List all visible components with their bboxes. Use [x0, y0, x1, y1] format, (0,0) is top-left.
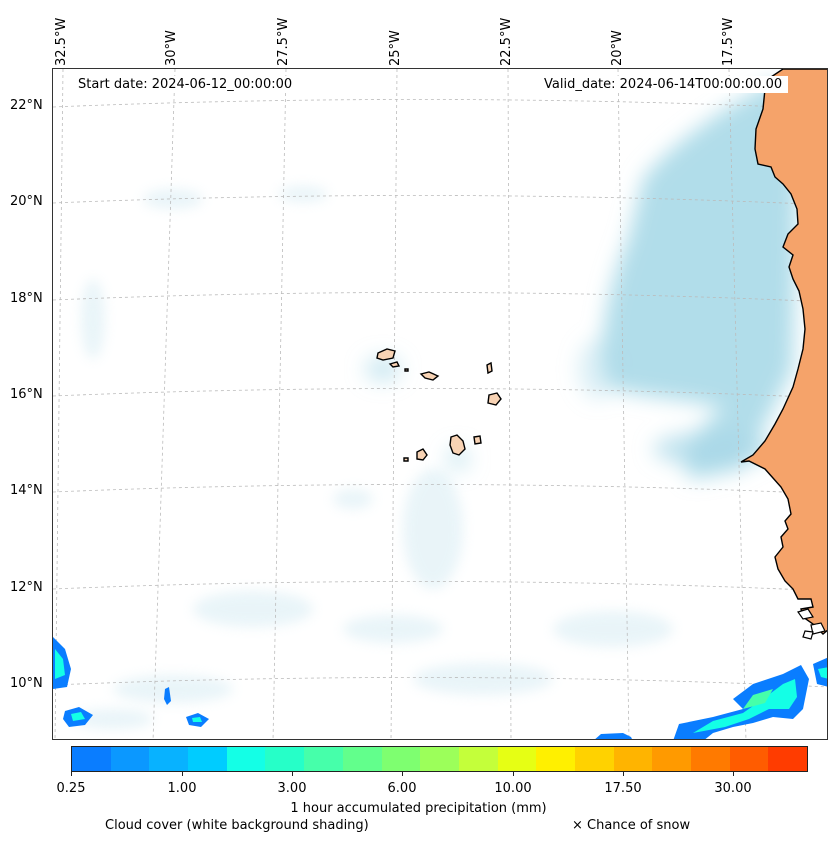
lat-label-14n: 14°N [10, 483, 43, 498]
colorbar-segment [110, 747, 150, 771]
lat-label-20n: 20°N [10, 194, 43, 209]
graticule [53, 69, 827, 739]
lat-label-16n: 16°N [10, 387, 43, 402]
cloud-cover-note: Cloud cover (white background shading) [105, 818, 369, 833]
lon-label-22-5w: 22.5°W [499, 17, 514, 66]
colorbar-segment [574, 747, 614, 771]
colorbar-tickmark [71, 772, 72, 776]
africa-coastline [740, 69, 827, 635]
colorbar-tickmark [182, 772, 183, 776]
cloud-cover-band [365, 79, 798, 479]
colorbar-tick-label: 17.50 [604, 781, 642, 796]
lat-label-10n: 10°N [10, 676, 43, 691]
colorbar-tick-label: 6.00 [387, 781, 417, 796]
island-santo-antao [376, 348, 396, 361]
precipitation-cells [53, 637, 827, 739]
island-sal [486, 361, 493, 375]
cape-verde-islands [376, 348, 502, 462]
island-maio [473, 435, 482, 445]
coastal-islands [797, 608, 826, 640]
island-santiago [449, 434, 466, 456]
colorbar-segment [381, 747, 421, 771]
lat-label-12n: 12°N [10, 580, 43, 595]
colorbar-segment [420, 747, 459, 771]
colorbar-segment [497, 747, 537, 771]
colorbar-tickmark [513, 772, 514, 776]
lon-label-30w: 30°W [164, 30, 179, 66]
precipitation-colorbar [71, 746, 808, 772]
map-panel[interactable] [52, 68, 828, 740]
lon-label-25w: 25°W [388, 30, 403, 66]
colorbar-tickmark [402, 772, 403, 776]
lat-label-18n: 18°N [10, 291, 43, 306]
valid-date-label: Valid_date: 2024-06-14T00:00:00.00 [538, 76, 789, 93]
snow-note: × Chance of snow [572, 818, 691, 833]
colorbar-segment [458, 747, 498, 771]
lon-label-27-5w: 27.5°W [276, 17, 291, 66]
colorbar-tickmark [292, 772, 293, 776]
island-sao-vicente [388, 361, 401, 368]
colorbar-tickmark [733, 772, 734, 776]
island-brava [403, 457, 409, 462]
start-date-label: Start date: 2024-06-12_00:00:00 [72, 76, 299, 93]
colorbar-tick-label: 1.00 [167, 781, 197, 796]
colorbar-tickmark [623, 772, 624, 776]
colorbar-segment [226, 747, 266, 771]
island-santa-luzia [404, 368, 409, 372]
colorbar-tick-label: 0.25 [56, 781, 86, 796]
map-canvas [53, 69, 827, 739]
colorbar-segment [768, 747, 808, 771]
island-fogo [416, 448, 428, 461]
colorbar-segment [536, 747, 575, 771]
colorbar-segment [149, 747, 189, 771]
colorbar-segment [72, 747, 111, 771]
lon-label-20w: 20°W [610, 30, 625, 66]
colorbar-segment [304, 747, 343, 771]
colorbar-title: 1 hour accumulated precipitation (mm) [290, 801, 547, 816]
colorbar-segment [188, 747, 227, 771]
island-sao-nicolau [419, 371, 440, 381]
lon-label-17-5w: 17.5°W [721, 17, 736, 66]
island-boa-vista [487, 392, 502, 406]
colorbar-segment [652, 747, 691, 771]
lon-label-32-5w: 32.5°W [54, 17, 69, 66]
colorbar-segment [265, 747, 305, 771]
colorbar-tick-label: 10.00 [494, 781, 532, 796]
colorbar-tick-label: 30.00 [714, 781, 752, 796]
colorbar-segment [342, 747, 382, 771]
cloud-cover-faint [73, 186, 673, 729]
colorbar-segment [613, 747, 653, 771]
lat-label-22n: 22°N [10, 98, 43, 113]
colorbar-tick-label: 3.00 [277, 781, 307, 796]
colorbar-segment [691, 747, 730, 771]
colorbar-segment [729, 747, 769, 771]
